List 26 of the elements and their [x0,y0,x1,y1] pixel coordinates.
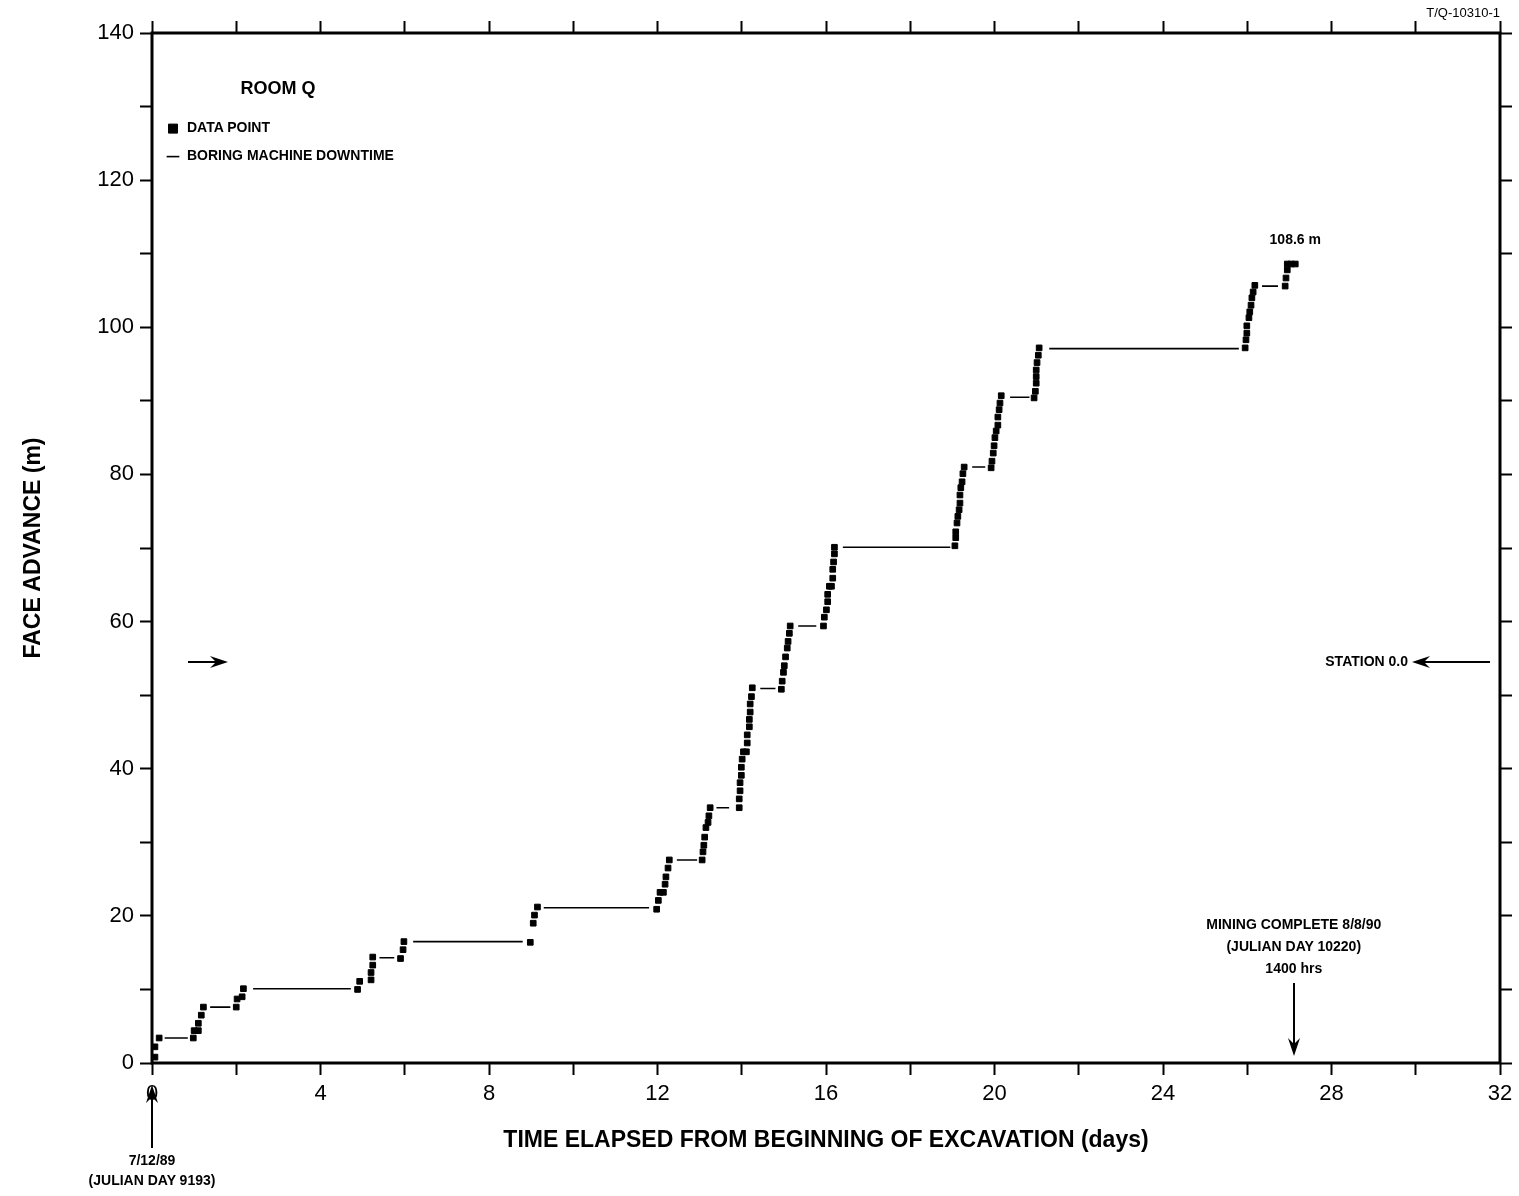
y-tick-label: 60 [109,607,134,633]
annotation: STATION 0.0 [1325,653,1409,670]
y-axis-title: FACE ADVANCE (m) [19,437,46,659]
x-tick-label: 20 [982,1080,1007,1106]
text: T/Q-10310-1 [1426,4,1500,20]
y-tick-label: 120 [97,166,134,192]
y-tick-label: 80 [109,460,134,486]
x-axis-title: TIME ELAPSED FROM BEGINNING OF EXCAVATION (days) [503,1125,1149,1152]
legend-label: BORING MACHINE DOWNTIME [187,147,394,164]
legend-label: DATA POINT [187,119,271,136]
x-tick-label: 12 [645,1080,670,1106]
x-tick-label: 28 [1319,1080,1344,1106]
x-tick-label: 32 [1487,1080,1513,1106]
annotation: MINING COMPLETE 8/8/90 (JULIAN DAY 10220) 1400 hrs [1206,915,1382,976]
x-tick-label: 4 [314,1080,327,1106]
x-tick-label: 24 [1150,1080,1176,1106]
y-tick-label: 140 [97,19,134,45]
y-tick-label: 100 [97,313,134,339]
x-tick-label: 8 [482,1080,496,1106]
text: 7/12/89 (JULIAN DAY 9193) [88,1151,216,1188]
y-tick-label: 20 [109,901,134,927]
y-tick-label: 0 [121,1049,134,1075]
y-tick-label: 40 [109,754,134,780]
annotation: 108.6 m [1269,230,1321,247]
x-tick-label: 16 [813,1080,839,1106]
legend-title: ROOM Q [240,77,316,98]
